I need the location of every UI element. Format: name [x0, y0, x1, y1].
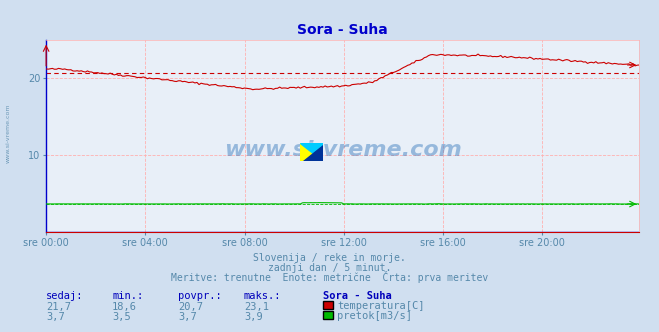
- Text: 20,7: 20,7: [178, 302, 203, 312]
- Text: www.si-vreme.com: www.si-vreme.com: [224, 139, 461, 160]
- Polygon shape: [300, 143, 323, 161]
- Text: zadnji dan / 5 minut.: zadnji dan / 5 minut.: [268, 263, 391, 273]
- Text: 18,6: 18,6: [112, 302, 137, 312]
- Text: 21,7: 21,7: [46, 302, 71, 312]
- Polygon shape: [303, 145, 323, 161]
- Text: 3,7: 3,7: [46, 312, 65, 322]
- Text: www.si-vreme.com: www.si-vreme.com: [5, 103, 11, 163]
- Text: Sora - Suha: Sora - Suha: [323, 291, 391, 301]
- Text: sedaj:: sedaj:: [46, 291, 84, 301]
- Text: 23,1: 23,1: [244, 302, 269, 312]
- Text: maks.:: maks.:: [244, 291, 281, 301]
- Title: Sora - Suha: Sora - Suha: [297, 23, 388, 37]
- Text: temperatura[C]: temperatura[C]: [337, 301, 425, 311]
- Text: Meritve: trenutne  Enote: metrične  Črta: prva meritev: Meritve: trenutne Enote: metrične Črta: …: [171, 271, 488, 283]
- Polygon shape: [300, 143, 323, 161]
- Text: 3,5: 3,5: [112, 312, 130, 322]
- Text: pretok[m3/s]: pretok[m3/s]: [337, 311, 413, 321]
- Text: povpr.:: povpr.:: [178, 291, 221, 301]
- Text: 3,7: 3,7: [178, 312, 196, 322]
- Text: 3,9: 3,9: [244, 312, 262, 322]
- Text: Slovenija / reke in morje.: Slovenija / reke in morje.: [253, 253, 406, 263]
- Text: min.:: min.:: [112, 291, 143, 301]
- Polygon shape: [300, 143, 323, 161]
